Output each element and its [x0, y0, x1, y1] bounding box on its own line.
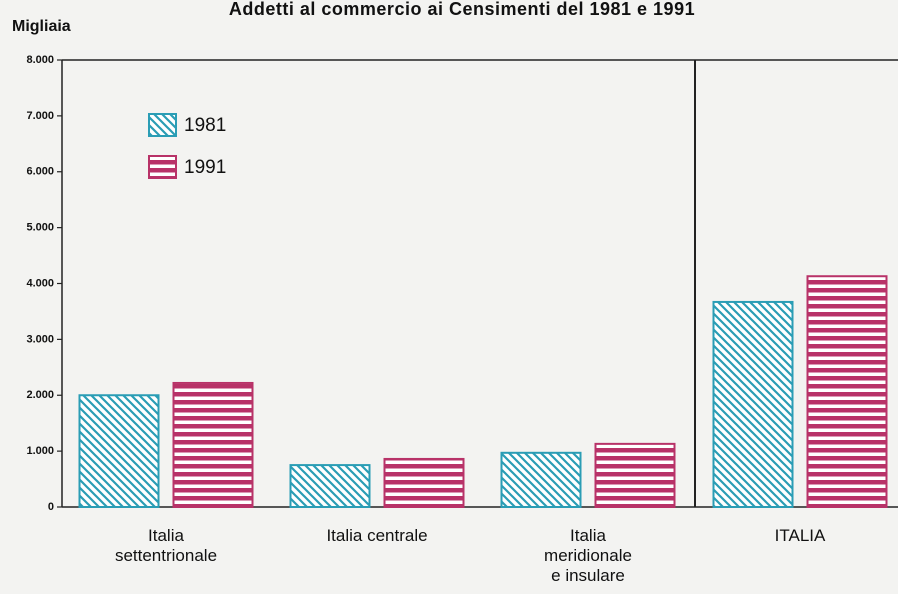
x-tick-label: Italia settentrionale — [114, 526, 218, 565]
chart-title: Addetti al commercio ai Censimenti del 1… — [229, 0, 695, 19]
legend-label: 1981 — [184, 115, 226, 136]
y-tick-label: 8.000 — [26, 54, 54, 66]
bar — [78, 394, 160, 508]
y-tick-label: 4.000 — [26, 277, 54, 289]
y-tick-label: 7.000 — [26, 110, 54, 122]
bar — [383, 457, 465, 509]
legend-swatch — [148, 113, 177, 137]
x-tick-label: ITALIA — [774, 526, 826, 545]
legend-swatch — [148, 155, 177, 179]
legend-label: 1991 — [184, 157, 226, 178]
bar — [806, 275, 888, 508]
y-tick-label: 3.000 — [26, 333, 54, 345]
x-tick-label: Italia meridionale e insulare — [544, 526, 632, 585]
bar — [172, 381, 254, 508]
y-tick-label: 2.000 — [26, 389, 54, 401]
y-axis-label: Migliaia — [12, 18, 71, 35]
bar — [289, 464, 371, 508]
y-tick-label: 0 — [48, 501, 54, 513]
bar — [594, 442, 676, 508]
y-tick-label: 1.000 — [26, 445, 54, 457]
x-tick-label: Italia centrale — [326, 526, 428, 545]
y-tick-label: 5.000 — [26, 222, 54, 234]
bar — [500, 451, 582, 508]
bar — [712, 300, 794, 508]
y-tick-label: 6.000 — [26, 166, 54, 178]
